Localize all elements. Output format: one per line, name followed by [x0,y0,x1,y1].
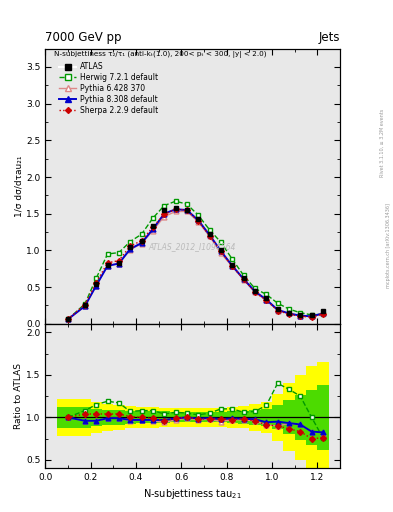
Text: ATLAS_2012_I1094564: ATLAS_2012_I1094564 [149,242,236,251]
Text: 7000 GeV pp: 7000 GeV pp [45,31,122,44]
Text: N-subjettiness τ₂/τ₁ (anti-kₜ(1.0), 200< pₜ < 300, |y| < 2.0): N-subjettiness τ₂/τ₁ (anti-kₜ(1.0), 200<… [54,51,266,58]
Legend: ATLAS, Herwig 7.2.1 default, Pythia 6.428 370, Pythia 8.308 default, Sherpa 2.2.: ATLAS, Herwig 7.2.1 default, Pythia 6.42… [58,61,160,116]
Text: Rivet 3.1.10, ≥ 3.2M events: Rivet 3.1.10, ≥ 3.2M events [380,109,384,178]
Y-axis label: 1/σ dσ/dτau₂₁: 1/σ dσ/dτau₂₁ [14,156,23,217]
X-axis label: N-subjettiness tau$_{21}$: N-subjettiness tau$_{21}$ [143,486,242,501]
Text: mcplots.cern.ch [arXiv:1306.3436]: mcplots.cern.ch [arXiv:1306.3436] [386,203,391,288]
Y-axis label: Ratio to ATLAS: Ratio to ATLAS [14,363,23,429]
Text: Jets: Jets [318,31,340,44]
